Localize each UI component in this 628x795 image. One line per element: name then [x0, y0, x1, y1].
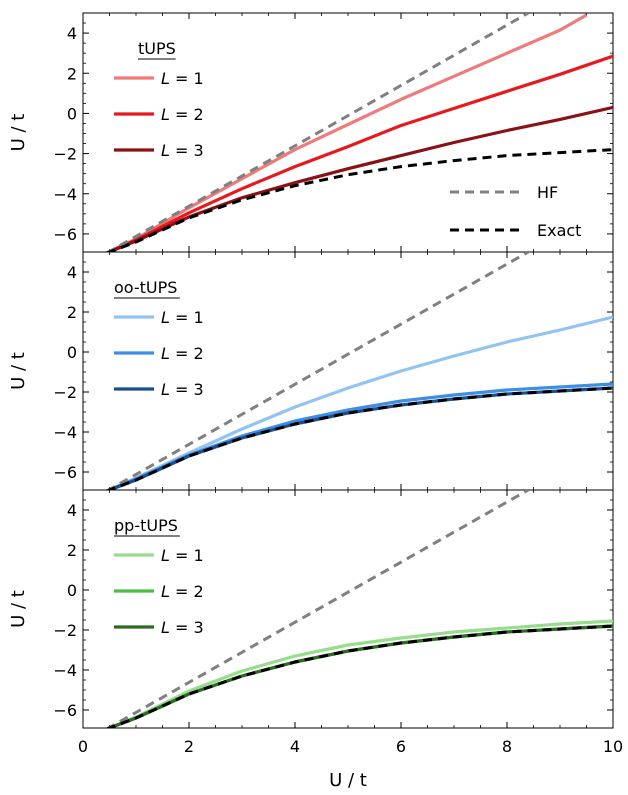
legend-label-variable: L: [161, 344, 175, 363]
y-tick-label: −6: [53, 225, 77, 244]
y-tick-label: −2: [53, 621, 77, 640]
y-tick-label: 0: [67, 581, 77, 600]
series-group: [106, 252, 613, 490]
legend-label: L = 2: [161, 582, 204, 601]
y-tick-label: −2: [53, 383, 77, 402]
series-line-l-1: [106, 619, 613, 728]
x-tick-label: 4: [290, 737, 300, 756]
shared-legend-label: Exact: [537, 221, 581, 240]
series-line-hf: [106, 13, 529, 252]
legend-label-value: = 3: [175, 141, 204, 160]
legend-label-variable: L: [161, 105, 175, 124]
legend-label: L = 3: [161, 380, 204, 399]
legend-label-variable: L: [161, 141, 175, 160]
series-group: [106, 490, 613, 728]
series-line-exact: [106, 624, 613, 728]
series-line-hf: [106, 252, 529, 490]
y-tick-label: −4: [53, 185, 77, 204]
legend-label-variable: L: [161, 380, 175, 399]
legend-title: tUPS: [138, 39, 176, 58]
y-tick-label: 4: [67, 263, 77, 282]
x-tick-label: 6: [396, 737, 406, 756]
legend-label-value: = 2: [175, 344, 204, 363]
legend-title: oo-tUPS: [114, 278, 177, 297]
legend-label-variable: L: [161, 582, 175, 601]
legend-label: L = 2: [161, 105, 204, 124]
legend-label-variable: L: [161, 308, 175, 327]
series-line-l-2: [106, 624, 613, 728]
x-tick-label: 8: [502, 737, 512, 756]
y-tick-label: −6: [53, 463, 77, 482]
y-axis-label: U / t: [8, 352, 29, 390]
series-line-l-2: [106, 54, 613, 252]
legend-label: L = 1: [161, 308, 204, 327]
legend-label-value: = 1: [175, 69, 204, 88]
legend-title: pp-tUPS: [114, 516, 178, 535]
legend-label: L = 1: [161, 69, 204, 88]
y-tick-label: 2: [67, 541, 77, 560]
series-line-hf: [106, 490, 529, 728]
shared-legend-label: HF: [537, 183, 558, 202]
legend-label-value: = 3: [175, 618, 204, 637]
series-line-l-3: [106, 105, 613, 252]
legend-label-variable: L: [161, 546, 175, 565]
legend-label: L = 3: [161, 618, 204, 637]
legend-label-value: = 2: [175, 582, 204, 601]
y-tick-label: 4: [67, 501, 77, 520]
y-tick-label: 4: [67, 24, 77, 43]
y-tick-label: 2: [67, 303, 77, 322]
series-line-exact: [106, 386, 613, 490]
legend-label: L = 1: [161, 546, 204, 565]
series-line-l-3: [106, 386, 613, 490]
x-tick-label: 2: [184, 737, 194, 756]
legend-label: L = 3: [161, 141, 204, 160]
x-axis-label: U / t: [329, 770, 367, 791]
legend-label-value: = 1: [175, 546, 204, 565]
legend-label-value: = 3: [175, 380, 204, 399]
y-tick-label: 0: [67, 343, 77, 362]
legend-label-value: = 1: [175, 308, 204, 327]
x-tick-label: 10: [603, 737, 623, 756]
shared-legend: HF Exact: [450, 183, 581, 240]
x-tick-label: 0: [78, 737, 88, 756]
y-axis-label: U / t: [8, 590, 29, 628]
series-line-l-3: [106, 624, 613, 728]
y-tick-label: −2: [53, 145, 77, 164]
y-tick-label: −4: [53, 661, 77, 680]
series-line-l-2: [106, 382, 613, 490]
y-tick-label: 2: [67, 64, 77, 83]
y-tick-label: −4: [53, 423, 77, 442]
legend-label: L = 2: [161, 344, 204, 363]
y-tick-label: −6: [53, 701, 77, 720]
legend-label-variable: L: [161, 69, 175, 88]
series-group: [106, 13, 613, 252]
y-tick-label: 0: [67, 104, 77, 123]
legend-label-value: = 2: [175, 105, 204, 124]
series-line-l-1: [106, 13, 588, 252]
y-axis-label: U / t: [8, 114, 29, 152]
legend-label-variable: L: [161, 618, 175, 637]
